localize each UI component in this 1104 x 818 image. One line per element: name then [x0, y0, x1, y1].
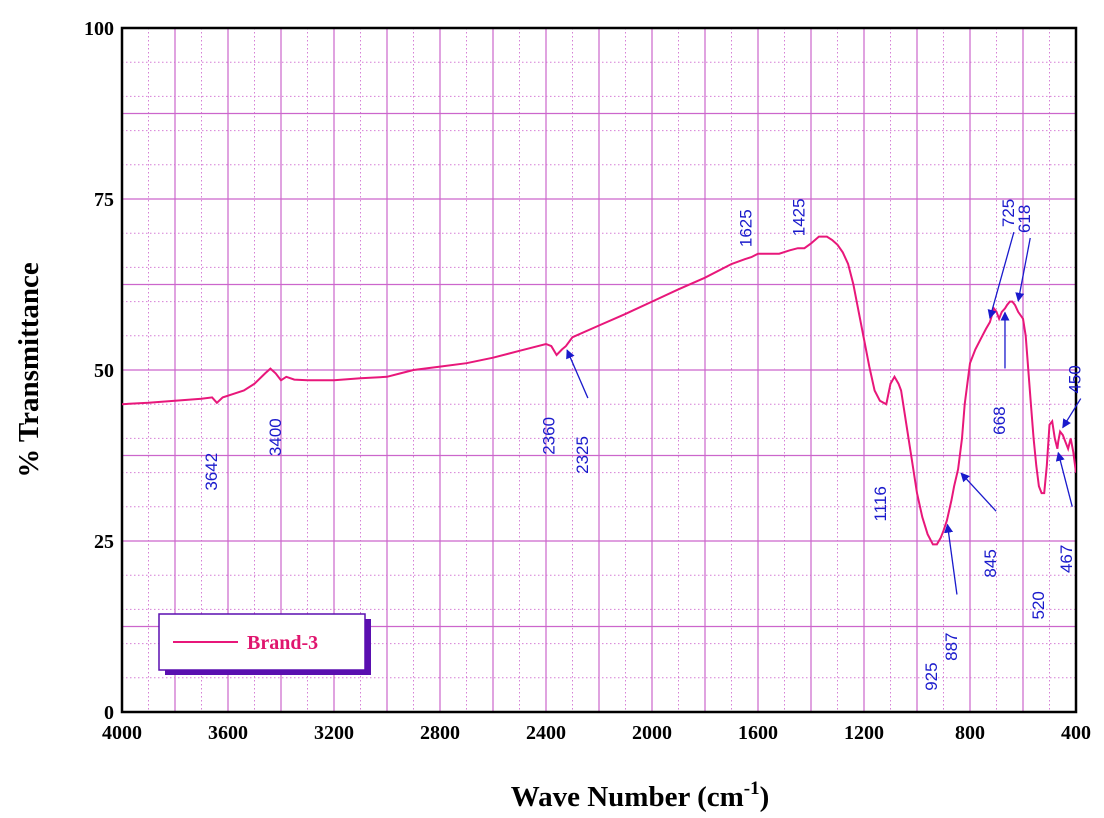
- x-tick-label: 3600: [208, 722, 248, 744]
- annotation-label: 520: [1029, 591, 1048, 619]
- annotation-label: 2325: [573, 436, 592, 474]
- x-tick-label: 2800: [420, 722, 460, 744]
- legend: Brand-3: [158, 613, 371, 675]
- annotation-arrow: [960, 472, 997, 512]
- annotation-label: 887: [942, 632, 961, 660]
- legend-label: Brand-3: [247, 632, 318, 654]
- plot-frame: [120, 26, 1078, 714]
- annotation-label: 1625: [736, 209, 755, 247]
- annotation-label: 3400: [266, 418, 285, 456]
- y-tick-label: 0: [104, 702, 114, 724]
- annotation-label: 725: [999, 199, 1018, 227]
- x-tick-label: 3200: [314, 722, 354, 744]
- annotation-label: 450: [1066, 365, 1085, 393]
- series-line-brand-3: [122, 235, 1076, 546]
- annotation-label: 845: [981, 549, 1000, 577]
- x-axis-ticks: 4000 3600 3200 2800 2400 2000 1600 1200 800 400: [102, 722, 1091, 744]
- annotation-arrow: [1015, 237, 1031, 302]
- annotation-arrow: [1062, 398, 1082, 429]
- annotation-arrow: [987, 231, 1015, 319]
- annotation-arrow: [1055, 451, 1073, 507]
- x-tick-label: 4000: [102, 722, 142, 744]
- y-axis-ticks: 0 25 50 75 100: [84, 18, 114, 724]
- annotation-label: 2360: [540, 417, 559, 455]
- x-tick-label: 2400: [526, 722, 566, 744]
- annotation-arrow: [944, 523, 958, 595]
- y-tick-label: 100: [84, 18, 114, 40]
- x-tick-label: 1200: [844, 722, 884, 744]
- y-tick-label: 50: [94, 360, 114, 382]
- annotation-label: 1116: [871, 486, 890, 521]
- annotation-label: 925: [922, 662, 941, 690]
- x-axis-title-superscript: -1: [744, 778, 760, 799]
- x-tick-label: 400: [1061, 722, 1091, 744]
- y-axis-title: % Transmittance: [13, 262, 45, 478]
- y-tick-label: 25: [94, 531, 114, 553]
- x-tick-label: 1600: [738, 722, 778, 744]
- annotation-label: 618: [1015, 205, 1034, 233]
- x-axis-title: Wave Number (cm-1): [511, 778, 770, 813]
- annotation-label: 467: [1057, 545, 1076, 573]
- annotation-arrow: [566, 349, 589, 399]
- x-axis-title-end: ): [760, 781, 770, 813]
- annotation-label: 668: [990, 406, 1009, 434]
- annotation-label: 3642: [202, 453, 221, 491]
- annotation-label: 1425: [789, 198, 808, 236]
- x-tick-label: 2000: [632, 722, 672, 744]
- y-tick-label: 75: [94, 189, 114, 211]
- x-tick-label: 800: [955, 722, 985, 744]
